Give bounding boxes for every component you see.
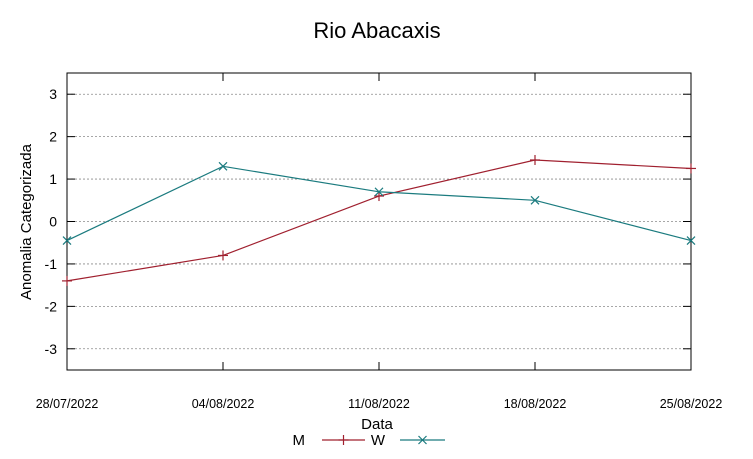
y-tick-label: 2: [49, 129, 57, 145]
legend-label-M: M: [293, 432, 306, 449]
data-point-M: [530, 154, 540, 165]
legend-marker-W: [418, 435, 427, 445]
legend-marker-M: [338, 435, 349, 445]
legend-label-W: W: [371, 432, 386, 449]
x-tick-label: 25/08/2022: [660, 397, 723, 411]
y-tick-label: 0: [49, 214, 57, 230]
data-point-W: [62, 236, 72, 246]
y-axis-label: Anomalia Categorizada: [18, 143, 35, 300]
series-line-M: [66, 159, 692, 282]
y-axis-ticks: -3 -2 -1 0 1 2 3: [45, 86, 691, 357]
x-tick-label: 18/08/2022: [504, 397, 567, 411]
series-layer: [62, 154, 696, 286]
data-point-M: [686, 163, 696, 174]
grid-lines: [67, 93, 691, 350]
y-tick-label: 3: [49, 86, 57, 102]
data-point-W: [374, 187, 384, 197]
y-tick-label: -2: [45, 298, 58, 314]
x-axis-label: Data: [361, 416, 393, 433]
chart-title: Rio Abacaxis: [313, 18, 440, 43]
y-tick-label: 1: [49, 171, 57, 187]
series-line-W: [66, 165, 692, 242]
x-tick-label: 11/08/2022: [348, 397, 410, 411]
data-point-M: [218, 250, 228, 261]
y-tick-label: -3: [45, 341, 58, 357]
data-point-W: [218, 161, 228, 171]
data-point-M: [62, 275, 72, 286]
data-point-W: [530, 195, 540, 205]
x-tick-label: 04/08/2022: [192, 397, 255, 411]
y-tick-label: -1: [45, 256, 58, 272]
data-point-W: [686, 236, 696, 246]
data-point-M: [374, 191, 384, 202]
x-axis-ticks: 28/07/2022 04/08/2022 11/08/2022 18/08/2022…: [36, 73, 723, 411]
x-tick-label: 28/07/2022: [36, 397, 99, 411]
